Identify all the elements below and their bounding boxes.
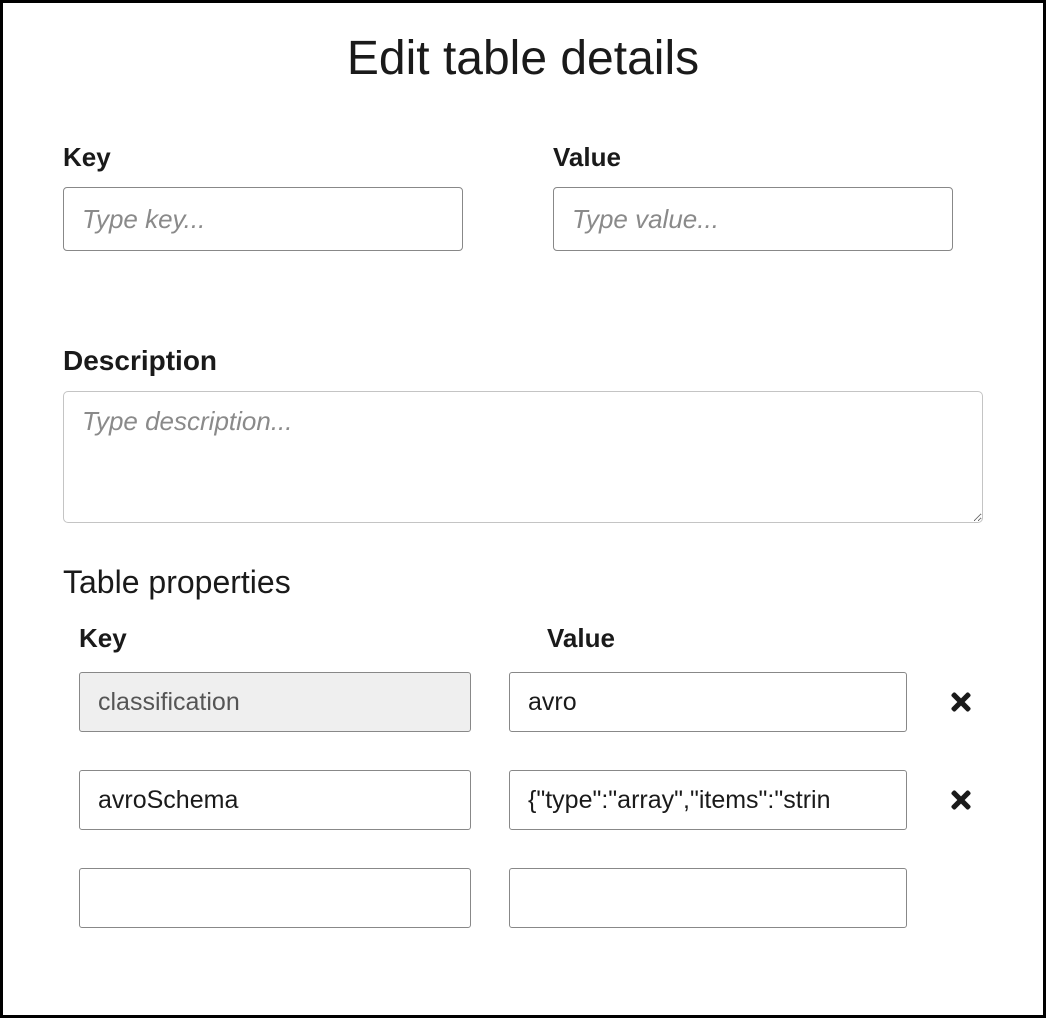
edit-table-details-dialog: Edit table details Key Value Description… [0,0,1046,1018]
close-icon [947,688,975,716]
key-column: Key [63,142,463,251]
property-value-input[interactable] [509,672,907,732]
remove-property-button[interactable] [945,686,977,718]
property-key-input[interactable] [79,770,471,830]
table-properties-heading-wrap: Table properties [3,564,1043,601]
remove-property-button[interactable] [945,784,977,816]
table-properties-rows [79,672,983,928]
value-label: Value [553,142,953,173]
props-key-header: Key [79,623,127,653]
property-value-input[interactable] [509,868,907,928]
props-value-header: Value [547,623,615,653]
property-key-input [79,672,471,732]
property-row [79,672,983,732]
table-properties-heading: Table properties [63,564,983,601]
property-key-input[interactable] [79,868,471,928]
key-label: Key [63,142,463,173]
description-textarea[interactable] [63,391,983,523]
property-row [79,770,983,830]
dialog-title: Edit table details [3,31,1043,86]
property-value-input[interactable] [509,770,907,830]
table-properties-section: Key Value [3,623,1043,928]
description-section: Description [3,345,1043,528]
value-column: Value [553,142,953,251]
key-value-section: Key Value [3,142,1043,251]
property-row [79,868,983,928]
close-icon [947,786,975,814]
key-input[interactable] [63,187,463,251]
kv-row: Key Value [63,142,983,251]
value-input[interactable] [553,187,953,251]
table-properties-header: Key Value [79,623,983,654]
description-label: Description [63,345,983,377]
